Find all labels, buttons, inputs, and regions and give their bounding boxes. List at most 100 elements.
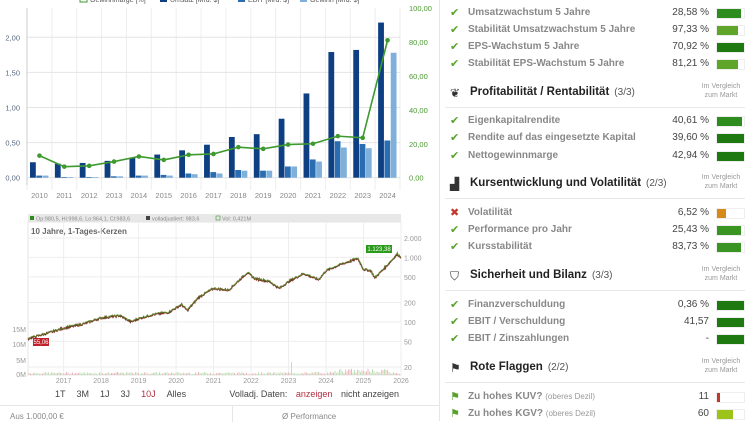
- metric-label: Kursstabilität: [468, 241, 532, 252]
- metric-row[interactable]: ✔ Finanzverschuldung 0,36 %: [445, 297, 745, 314]
- metric-row[interactable]: ✔ Rendite auf das eingesetzte Kapital 39,6…: [445, 130, 745, 147]
- metric-label: Performance pro Jahr: [468, 224, 572, 235]
- metric-label-text: Rendite auf das eingesetzte Kapital: [468, 132, 636, 143]
- bar-ebit: [36, 175, 43, 178]
- x-tick-label: 2019: [131, 378, 147, 385]
- adjusted-label: Volladj. Daten:: [229, 389, 288, 399]
- section-title-text: Rote Flaggen: [470, 361, 543, 373]
- volume-tick-label: 15M: [12, 327, 26, 334]
- show-adjusted-link[interactable]: anzeigen: [295, 389, 333, 399]
- metric-label: Rendite auf das eingesetzte Kapital: [468, 132, 636, 143]
- metric-row[interactable]: ✖ Volatilität 6,52 %: [445, 205, 745, 222]
- chart-title: 10 Jahre, 1-Tages-Kerzen: [31, 227, 127, 236]
- metric-label: Umsatzwachstum 5 Jahre: [468, 7, 590, 18]
- y-tick-label: 2,00: [5, 33, 20, 42]
- metric-label-text: Stabilität Umsatzwachstum 5 Jahre: [468, 24, 636, 35]
- check-icon: ✔: [450, 315, 460, 328]
- metric-row[interactable]: ✔ Stabilität EPS-Wachstum 5 Jahre 81,21 %: [445, 56, 745, 73]
- metric-row[interactable]: ✔ Kursstabilität 83,73 %: [445, 239, 745, 256]
- margin-point: [385, 37, 390, 43]
- metric-row[interactable]: ✔ Umsatzwachstum 5 Jahre 28,58 %: [445, 5, 745, 22]
- price-tick-label: 20: [404, 365, 412, 372]
- flag-icon: ⚑: [450, 361, 461, 375]
- score-bar: [716, 151, 745, 162]
- metric-row[interactable]: ✔ EBIT / Verschuldung 41,57: [445, 314, 745, 331]
- low-price-label: 55,06: [33, 340, 49, 346]
- section-header: ▟ Kursentwicklung und Volatilität (2/3) Im …: [445, 171, 745, 199]
- section-title-text: Sicherheit und Bilanz: [470, 269, 587, 281]
- metric-label-text: Umsatzwachstum 5 Jahre: [468, 7, 591, 18]
- metric-row[interactable]: ✔ EPS-Wachstum 5 Jahre 70,92 %: [445, 39, 745, 56]
- x-tick-label: 2025: [356, 378, 372, 385]
- margin-point: [111, 159, 117, 164]
- y2-tick-label: 40,00: [409, 106, 428, 115]
- margin-point: [62, 164, 67, 169]
- volume-tick-label: 5M: [16, 358, 26, 365]
- x-tick-label: 2023: [354, 191, 371, 200]
- check-icon: ✔: [450, 23, 460, 36]
- y-tick-label: 1,00: [5, 104, 20, 113]
- legend-label: Gewinnmarge [%]: [90, 0, 146, 4]
- range-button-3m[interactable]: 3M: [76, 389, 90, 399]
- metric-row[interactable]: ✔ Stabilität Umsatzwachstum 5 Jahre 97,33 …: [445, 22, 745, 39]
- bar-umsatz: [328, 52, 335, 178]
- range-button-1t[interactable]: 1T: [55, 389, 66, 399]
- investment-label: Aus 1.000,00 €: [10, 412, 64, 421]
- range-button-alles[interactable]: Alles: [166, 389, 187, 399]
- metric-label: Nettogewinnmarge: [468, 150, 558, 161]
- bar-ebit: [210, 172, 217, 178]
- bar-gewinn: [42, 175, 49, 178]
- price-candles: [28, 252, 402, 340]
- metric-label: Zu hohes KGV? (oberes Dezil): [468, 408, 596, 419]
- bar-ebit: [260, 170, 266, 178]
- score-bar: [716, 25, 745, 36]
- bar-gewinn: [365, 148, 372, 178]
- bar-umsatz: [278, 118, 285, 178]
- shield-icon: ⛉: [450, 269, 460, 283]
- bar-umsatz: [353, 49, 360, 178]
- metric-row[interactable]: ✔ Eigenkapitalrendite 40,61 %: [445, 113, 745, 130]
- section-count: (2/2): [547, 362, 569, 373]
- legend-swatch: [160, 0, 167, 2]
- adjusted-data-toggle: Volladj. Daten: anzeigen nicht anzeigen: [229, 389, 399, 399]
- metric-label-text: Performance pro Jahr: [468, 224, 572, 235]
- x-tick-label: 2018: [93, 378, 109, 385]
- y-tick-label: 0,50: [5, 139, 20, 148]
- x-tick-label: 2019: [255, 191, 272, 200]
- range-button-3j[interactable]: 3J: [120, 389, 131, 399]
- metric-row[interactable]: ✔ EBIT / Zinszahlungen -: [445, 331, 745, 348]
- margin-point: [310, 141, 316, 147]
- margin-point: [360, 135, 366, 141]
- score-bar: [716, 133, 745, 144]
- range-buttons: 1T 3M 1J 3J 10J Alles: [55, 389, 186, 399]
- bar-gewinn: [341, 147, 347, 178]
- metric-note: (oberes Dezil): [545, 392, 596, 401]
- x-tick-label: 2017: [56, 378, 72, 385]
- range-button-1j[interactable]: 1J: [100, 389, 110, 399]
- section-count: (3/3): [614, 87, 635, 98]
- range-button-10j[interactable]: 10J: [141, 389, 156, 399]
- metric-row[interactable]: ✔ Performance pro Jahr 25,43 %: [445, 222, 745, 239]
- bar-gewinn: [266, 170, 273, 178]
- ohlc-info: Op:980,5, Hi:998,6, Lo:964,1, Cl:983,6: [36, 217, 130, 223]
- x-tick-label: 2018: [230, 191, 247, 200]
- metric-row[interactable]: ⚑ Zu hohes KGV? (oberes Dezil) 60: [445, 406, 745, 423]
- metric-row[interactable]: ✔ Nettogewinnmarge 42,94 %: [445, 148, 745, 165]
- check-icon: ✔: [450, 6, 460, 19]
- metric-label: Eigenkapitalrendite: [468, 115, 560, 126]
- bar-umsatz: [154, 154, 161, 178]
- check-icon: ✔: [450, 40, 460, 53]
- margin-point: [285, 142, 291, 147]
- volume-tick-label: 0M: [16, 372, 26, 379]
- hide-adjusted-link[interactable]: nicht anzeigen: [340, 389, 399, 399]
- metric-row[interactable]: ⚑ Zu hohes KUV? (oberes Dezil) 11: [445, 389, 745, 406]
- x-tick-label: 2024: [318, 378, 334, 385]
- price-tick-label: 100: [404, 320, 416, 327]
- score-bar: [716, 225, 745, 236]
- metric-label: EBIT / Zinszahlungen: [468, 333, 569, 344]
- metric-label-text: EPS-Wachstum 5 Jahre: [468, 41, 580, 52]
- y-tick-label: 1,50: [5, 68, 20, 77]
- avg-performance-label: Ø Performance: [282, 412, 337, 421]
- price-tick-label: 500: [404, 275, 416, 282]
- bar-ebit: [384, 140, 391, 178]
